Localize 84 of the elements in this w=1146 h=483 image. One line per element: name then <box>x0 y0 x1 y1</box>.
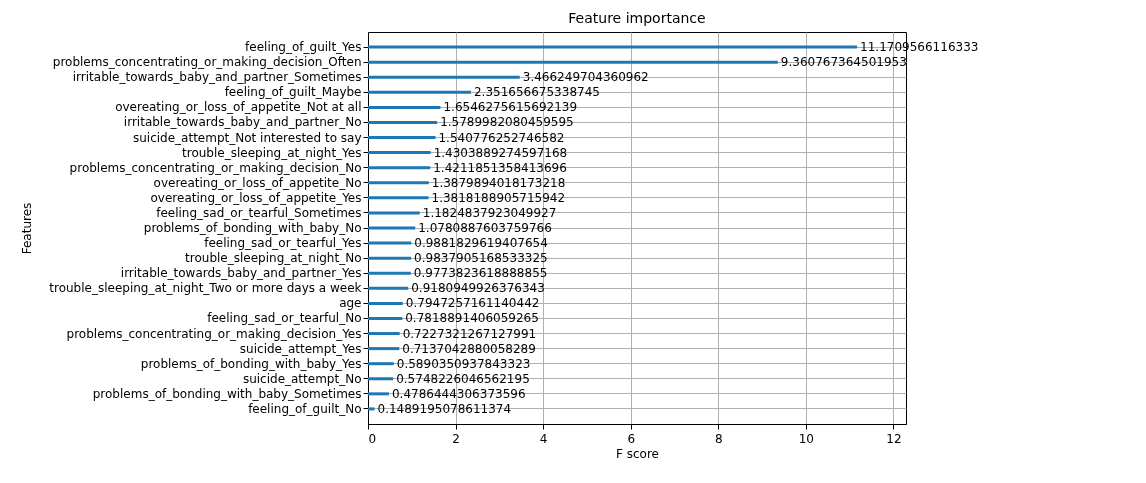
bar <box>368 301 403 305</box>
bar <box>368 256 412 260</box>
data-label: 0.5890350937843323 <box>396 356 531 371</box>
y-tick-label: irritable_towards_baby_and_partner_No <box>123 115 362 130</box>
bar <box>368 196 429 200</box>
y-tick-label: feeling_sad_or_tearful_Yes <box>204 236 362 251</box>
data-label: 0.9773823618888855 <box>413 266 548 281</box>
y-tick-label: problems_concentrating_or_making_decision_No <box>69 160 362 175</box>
bar <box>368 271 411 275</box>
data-label: 9.360767364501953 <box>780 55 907 70</box>
bar <box>368 286 409 290</box>
bar <box>368 75 520 79</box>
data-label: 1.4211851358413696 <box>433 160 567 175</box>
bar <box>368 151 431 155</box>
bar <box>368 347 400 351</box>
y-tick-label: feeling_sad_or_tearful_No <box>207 311 362 326</box>
bar <box>368 407 375 411</box>
y-tick-label: problems_concentrating_or_making_decision_Yes <box>66 326 362 341</box>
bar <box>368 211 420 215</box>
x-tick-label: 6 <box>627 431 636 446</box>
y-tick-label: problems_of_bonding_with_baby_Sometimes <box>92 386 362 401</box>
y-tick-label: feeling_of_guilt_Yes <box>245 40 362 55</box>
y-tick-label: age <box>339 296 362 311</box>
bar <box>368 105 441 109</box>
y-tick-label: feeling_of_guilt_No <box>248 401 362 416</box>
y-tick-label: suicide_attempt_Not interested to say <box>132 130 362 145</box>
y-tick-label: overeating_or_loss_of_appetite_Yes <box>150 190 362 205</box>
bar <box>368 241 412 245</box>
data-label: 1.4303889274597168 <box>433 145 568 160</box>
y-tick-label: suicide_attempt_No <box>242 371 362 386</box>
x-axis-title: F score <box>616 446 659 461</box>
data-label: 0.9180949926376343 <box>411 281 545 296</box>
bar <box>368 45 858 49</box>
y-tick-label: problems_of_bonding_with_baby_Yes <box>140 356 362 371</box>
y-tick-label: suicide_attempt_Yes <box>239 341 362 356</box>
x-tick-label: 12 <box>886 431 902 446</box>
data-label: 1.5789982080459595 <box>440 115 574 130</box>
x-tick-label: 2 <box>452 431 460 446</box>
y-tick-label: trouble_sleeping_at_night_Two or more days a week <box>49 281 362 296</box>
bar <box>368 60 778 64</box>
y-tick-label: overeating_or_loss_of_appetite_No <box>153 175 362 190</box>
data-label: 3.466249704360962 <box>522 70 649 85</box>
data-label: 0.5748226046562195 <box>396 371 530 386</box>
bar <box>368 166 431 170</box>
bar <box>368 392 389 396</box>
data-label: 0.9881829619407654 <box>414 236 548 251</box>
chart-title: Feature importance <box>568 10 706 26</box>
data-label: 2.351656675338745 <box>473 85 600 100</box>
x-tick-label: 4 <box>539 431 548 446</box>
bar <box>368 181 429 185</box>
data-label: 1.3879894018173218 <box>431 175 566 190</box>
y-tick-label: trouble_sleeping_at_night_Yes <box>182 145 362 160</box>
bar <box>368 90 471 94</box>
data-label: 0.7227321267127991 <box>402 326 537 341</box>
bar <box>368 136 436 140</box>
x-tick-label: 8 <box>714 431 723 446</box>
y-tick-label: problems_of_bonding_with_baby_No <box>143 221 362 235</box>
bar <box>368 226 416 230</box>
y-tick-label: problems_concentrating_or_making_decision_Often <box>52 55 362 70</box>
y-tick-label: feeling_sad_or_tearful_Sometimes <box>156 205 362 220</box>
bar <box>368 120 438 124</box>
data-label: 0.7137042880058289 <box>402 341 536 356</box>
data-label: 0.9837905168533325 <box>414 251 548 266</box>
y-tick-label: feeling_of_guilt_Maybe <box>224 85 362 100</box>
data-label: 1.540776252746582 <box>438 130 565 145</box>
x-tick-label: 10 <box>798 431 814 446</box>
data-label: 0.7818891406059265 <box>405 311 539 326</box>
data-label: 0.7947257161140442 <box>405 296 540 311</box>
data-label: 1.3818188905715942 <box>431 190 566 205</box>
y-tick-label: trouble_sleeping_at_night_No <box>185 251 362 266</box>
bar <box>368 316 403 320</box>
bar <box>368 377 394 381</box>
y-tick-label: overeating_or_loss_of_appetite_Not at all <box>115 100 362 115</box>
y-tick-label: irritable_towards_baby_and_partner_Sometimes <box>72 70 362 85</box>
y-axis-title: Features <box>19 202 34 255</box>
bar <box>368 362 394 366</box>
y-tick-label: irritable_towards_baby_and_partner_Yes <box>120 266 362 281</box>
data-label: 0.1489195078611374 <box>377 401 512 416</box>
data-label: 1.0780887603759766 <box>418 221 552 235</box>
bar <box>368 332 400 336</box>
x-tick-label: 0 <box>368 431 377 446</box>
data-label: 1.1824837923049927 <box>422 205 557 220</box>
data-label: 1.6546275615692139 <box>443 100 578 115</box>
data-label: 0.4786444306373596 <box>391 386 526 401</box>
